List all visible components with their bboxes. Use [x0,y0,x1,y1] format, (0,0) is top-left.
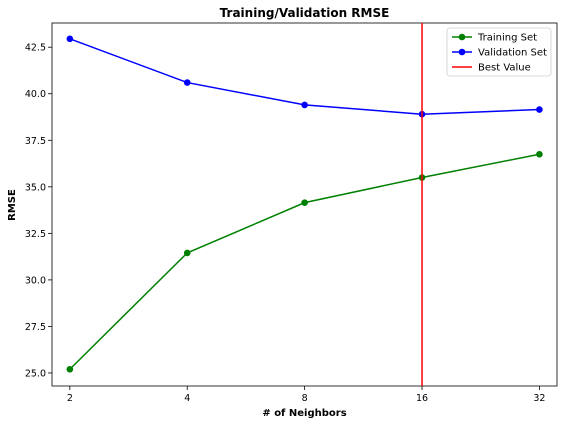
legend-marker-validation-set [458,48,466,56]
validation-set-point [536,106,543,113]
legend-marker-training-set [458,33,466,41]
x-tick-label: 8 [302,393,308,404]
x-axis-label: # of Neighbors [262,408,346,419]
y-tick-label: 32.5 [25,229,46,240]
y-axis-label: RMSE [7,189,18,221]
legend-label-best-value: Best Value [478,63,531,74]
legend-label-training-set: Training Set [477,33,537,44]
training-set-point [536,150,543,158]
y-tick-label: 42.5 [25,43,46,54]
validation-set-point [183,79,191,86]
legend-label-validation-set: Validation Set [478,48,547,59]
y-tick-label: 35.0 [25,182,46,193]
x-tick-label: 2 [67,393,73,404]
y-tick-label: 40.0 [25,89,46,100]
y-tick-label: 30.0 [25,275,46,286]
y-tick-label: 25.0 [25,368,46,379]
training-set-point [301,199,308,206]
plot-area: 2 4 8 16 32 25.0 27.5 30.0 32.5 35.0 37.5 40.0 42.5 T… [25,22,558,404]
x-tick-label: 32 [533,393,545,404]
x-tick-label: 4 [184,393,190,404]
y-tick-label: 27.5 [25,322,46,333]
x-tick-label: 16 [416,393,428,404]
validation-set-point [66,35,74,43]
legend: Training Set Validation Set Best Value [446,27,552,77]
training-set-line [69,153,540,370]
y-tick-label: 37.5 [25,136,46,147]
validation-set-point [301,101,308,109]
legend-box [446,27,552,77]
training-set-point [66,365,74,373]
training-set-point [183,249,191,257]
chart-title: Training/Validation RMSE [220,6,390,20]
